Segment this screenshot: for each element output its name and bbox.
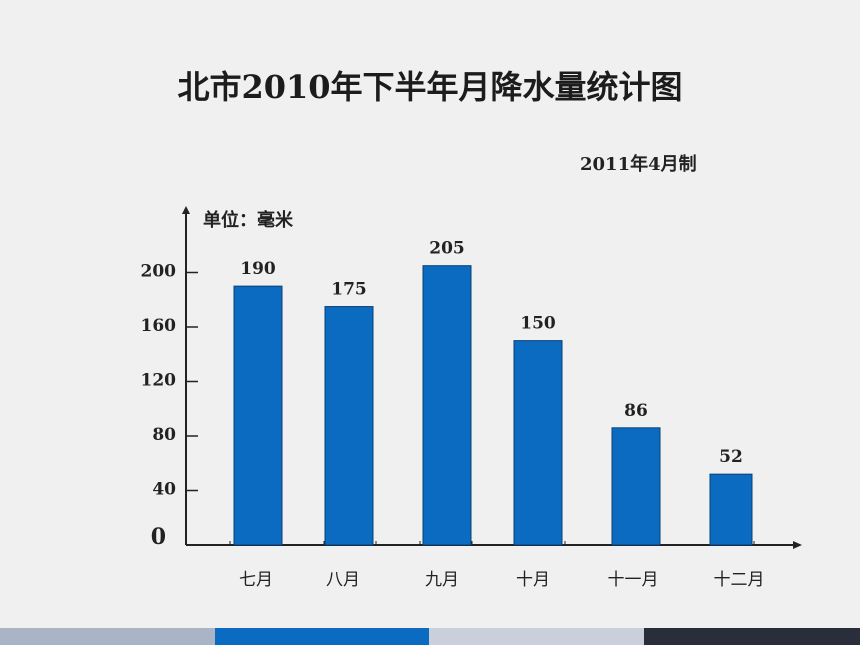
bar <box>513 340 563 546</box>
y-tick-label: 160 <box>141 316 177 336</box>
bar-chart: 单位：毫米 0 40 80 120 160 200 190 七月 175 八月 205 九月 150 十月 8… <box>141 206 802 590</box>
footer-stripe <box>0 628 860 645</box>
data-label: 205 <box>429 239 465 259</box>
bar <box>324 306 374 546</box>
x-axis-arrow <box>793 541 802 549</box>
bar <box>709 473 753 546</box>
made-date-note: 2011年4月制 <box>580 154 697 175</box>
footer-segment-4 <box>644 628 860 645</box>
y-tick-label: 120 <box>141 371 177 391</box>
chart-title: 北市2010年下半年月降水量统计图 <box>177 68 683 106</box>
bar <box>233 285 283 546</box>
data-label: 190 <box>240 259 276 279</box>
x-tick-label: 十一月 <box>608 570 659 590</box>
y-tick-label-zero: 0 <box>151 524 166 550</box>
y-tick-label: 40 <box>152 480 176 500</box>
x-tick-label: 十二月 <box>714 570 765 590</box>
footer-segment-1 <box>0 628 215 645</box>
data-label: 175 <box>331 280 367 300</box>
y-axis-arrow <box>182 206 190 214</box>
y-axis-unit-label: 单位：毫米 <box>203 209 294 231</box>
x-tick-label: 七月 <box>239 570 273 590</box>
data-label: 52 <box>719 447 743 467</box>
bar <box>422 265 472 546</box>
x-tick-label: 九月 <box>425 570 459 590</box>
x-tick-label: 十月 <box>516 570 550 590</box>
data-label: 86 <box>624 401 648 421</box>
bar <box>611 427 661 546</box>
y-tick-label: 80 <box>152 425 176 445</box>
y-tick-label: 200 <box>141 262 177 282</box>
footer-segment-2 <box>215 628 429 645</box>
data-label: 150 <box>520 314 556 334</box>
x-tick-label: 八月 <box>326 570 360 590</box>
footer-segment-3 <box>429 628 644 645</box>
